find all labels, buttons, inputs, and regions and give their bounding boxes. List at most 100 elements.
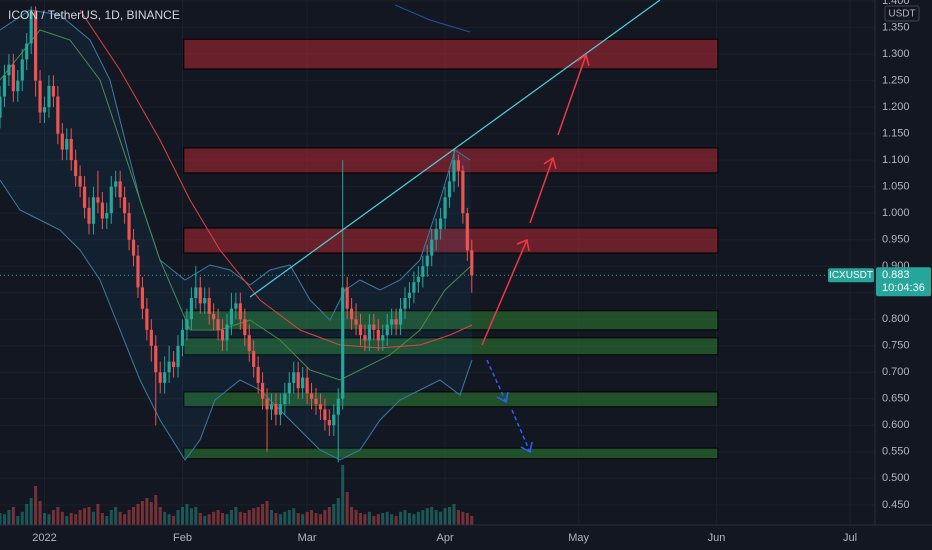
volume-bar: [60, 511, 64, 525]
candle-body: [0, 96, 2, 118]
candle-body: [105, 213, 109, 219]
x-tick-label: Mar: [298, 532, 317, 544]
candle-body: [470, 250, 474, 276]
volume-bar: [243, 513, 247, 525]
volume-bar: [367, 511, 371, 525]
candle-body: [260, 382, 265, 399]
candle-body: [42, 107, 47, 113]
y-tick-label: 1.150: [882, 128, 910, 140]
candle-body: [123, 197, 127, 214]
volume-bar: [283, 511, 287, 525]
volume-bar: [16, 516, 20, 525]
volume-bar: [287, 510, 291, 525]
countdown-label: 10:04:36: [882, 282, 925, 294]
candle-body: [323, 409, 327, 420]
candle-body: [256, 366, 260, 383]
candle-body: [403, 298, 407, 309]
y-tick-label: 1.100: [882, 154, 910, 166]
volume-bar: [470, 516, 474, 525]
candle-body: [345, 287, 349, 309]
volume-bar: [114, 507, 118, 525]
volume-bar: [149, 502, 153, 525]
candle-body: [376, 329, 380, 341]
volume-bar: [29, 498, 33, 525]
candle-body: [309, 393, 314, 399]
arrow: [481, 239, 528, 346]
y-tick-label: 1.300: [882, 48, 910, 60]
volume-bar: [47, 514, 51, 525]
candle-body: [367, 324, 372, 341]
candle-body: [167, 361, 171, 373]
volume-bar: [74, 514, 78, 525]
candle-body: [131, 239, 136, 256]
candle-body: [34, 11, 38, 81]
volume-bar: [109, 510, 113, 525]
candle-body: [163, 372, 167, 383]
candle-body: [189, 298, 193, 320]
candle-body: [65, 138, 69, 150]
volume-bar: [376, 514, 380, 525]
volume-bar: [7, 510, 11, 525]
volume-bar: [332, 504, 336, 525]
volume-bar: [390, 514, 394, 525]
volume-bar: [381, 513, 385, 525]
volume-bar: [216, 510, 220, 525]
arrow: [486, 359, 507, 403]
volume-bar: [421, 510, 425, 525]
y-tick-label: 0.750: [882, 340, 910, 352]
y-tick-label: 0.800: [882, 313, 910, 325]
volume-bar: [154, 495, 158, 525]
candle-body: [265, 398, 269, 410]
zone: [183, 337, 719, 356]
candle-body: [238, 303, 242, 320]
x-tick-label: Jul: [843, 532, 857, 544]
volume-bar: [261, 504, 265, 525]
candle-body: [354, 319, 358, 325]
drawings: [249, 0, 661, 454]
x-tick-label: Jun: [708, 532, 726, 544]
bollinger-fill: [0, 10, 472, 460]
candle-body: [145, 308, 149, 330]
candle-body: [385, 324, 389, 336]
candle-body: [278, 404, 282, 415]
volume-bar: [234, 507, 238, 525]
candle-body: [327, 420, 331, 426]
y-tick-label: 1.400: [882, 0, 910, 7]
long-moving-average: [394, 4, 471, 33]
currency-box: [884, 5, 920, 22]
candle-body: [47, 85, 51, 108]
volume-bar: [176, 510, 180, 525]
candle-body: [425, 255, 429, 267]
candle-body: [283, 393, 287, 405]
candle-body: [171, 361, 176, 367]
volume-bar: [425, 508, 429, 525]
arrow-head: [516, 238, 530, 252]
volume-bar: [336, 498, 340, 525]
candle-body: [185, 319, 189, 330]
candle-body: [443, 197, 447, 219]
price-box: [876, 267, 931, 297]
y-tick-label: 0.950: [882, 234, 910, 246]
candle-body: [127, 213, 131, 240]
candle-body: [372, 324, 376, 330]
candle-body: [158, 372, 162, 383]
volume-bar: [363, 514, 367, 525]
volume-bar: [212, 511, 216, 525]
y-tick-label: 0.650: [882, 393, 910, 405]
volume-bar: [189, 508, 193, 525]
volume-bar: [292, 508, 296, 525]
volume-bar: [221, 513, 225, 525]
candle-body: [439, 218, 443, 230]
volume-bar: [310, 510, 314, 525]
candle-body: [16, 80, 20, 92]
volume-bar: [354, 510, 358, 525]
volume-bar: [399, 511, 403, 525]
candle-body: [252, 351, 256, 367]
volume-bar: [127, 510, 131, 525]
volume-bar: [301, 514, 305, 525]
y-tick-label: 0.700: [882, 366, 910, 378]
volume-bar: [341, 465, 345, 525]
